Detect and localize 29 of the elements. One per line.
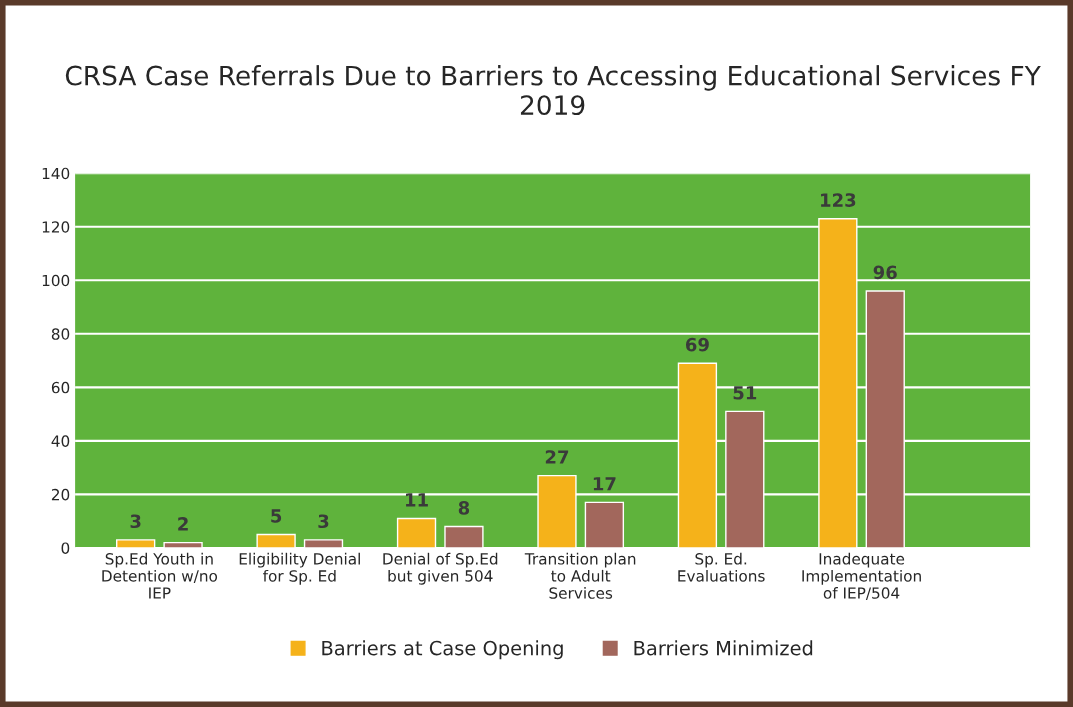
data-label: 96	[873, 265, 897, 280]
y-tick-label: 60	[51, 381, 70, 394]
data-label: 17	[593, 477, 616, 491]
y-tick-label: 100	[42, 274, 70, 287]
y-tick-label: 140	[42, 167, 70, 180]
data-label: 8	[458, 501, 470, 515]
data-label: 11	[406, 493, 428, 507]
data-label: 2	[178, 517, 188, 531]
x-tick-label: Transition plan to Adult Services	[524, 552, 636, 599]
y-tick-label: 0	[61, 542, 70, 554]
y-tick-label: 20	[51, 488, 70, 501]
data-label: 5	[271, 509, 282, 523]
data-label: 123	[821, 193, 856, 207]
y-tick-label: 80	[51, 328, 70, 340]
data-label: 27	[545, 450, 569, 464]
data-label: 3	[130, 514, 141, 529]
x-tick-label: Sp.Ed Youth in Detention w/no IEP	[102, 552, 218, 599]
y-tick-label: 120	[42, 221, 70, 233]
x-tick-label: Sp. Ed. Evaluations	[678, 552, 765, 582]
x-tick-label: Eligibility Denial for Sp. Ed	[239, 552, 360, 585]
chart-title: CRSA Case Referrals Due to Barriers to Accessing Educational Services FY 2019	[65, 65, 1041, 116]
x-tick-label: Inadequate Implementation of IEP/504	[802, 552, 921, 601]
data-label: 3	[318, 514, 329, 529]
y-tick-label: 40	[51, 435, 70, 447]
x-tick-label: Denial of Sp.Ed but given 504	[383, 552, 498, 585]
data-label: 51	[733, 386, 757, 400]
legend-label: Barriers Minimized	[634, 640, 813, 656]
data-label: 69	[685, 337, 709, 352]
legend-label: Barriers at Case Opening	[322, 640, 563, 660]
